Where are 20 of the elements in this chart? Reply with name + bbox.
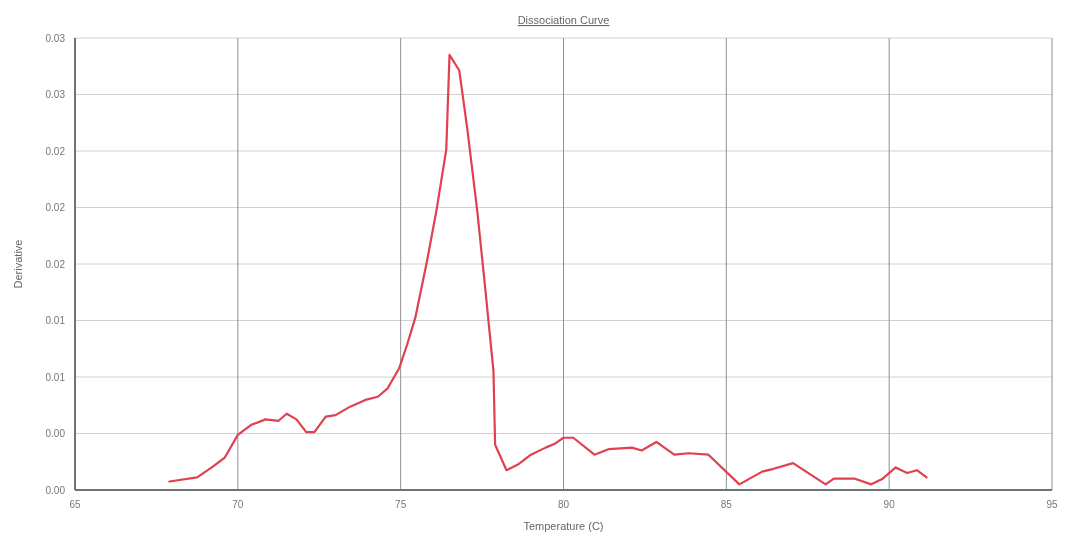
y-tick-label: 0.02 — [45, 202, 66, 213]
x-axis-title: Temperature (C) — [523, 520, 604, 532]
y-tick-label: 0.02 — [45, 258, 66, 270]
line-series — [168, 53, 928, 486]
y-tick-label: 0.00 — [45, 484, 66, 496]
y-tick-label: 0.01 — [45, 315, 66, 326]
y-tick-label: 0.01 — [45, 371, 66, 383]
x-tick-label: 85 — [720, 499, 733, 510]
y-tick-label: 0.03 — [45, 89, 66, 100]
y-tick-label: 0.03 — [45, 32, 66, 44]
chart-title: Dissociation Curve — [517, 14, 610, 26]
y-axis-title: Derivative — [12, 239, 24, 289]
x-tick-label: 80 — [557, 499, 570, 510]
x-tick-label: 95 — [1046, 499, 1058, 510]
x-tick-label: 90 — [883, 499, 896, 510]
y-tick-label: 0.02 — [45, 145, 66, 157]
x-tick-label: 65 — [69, 499, 81, 510]
y-tick-label: 0.00 — [45, 428, 66, 439]
x-tick-label: 70 — [232, 499, 244, 510]
x-tick-label: 75 — [395, 499, 407, 510]
